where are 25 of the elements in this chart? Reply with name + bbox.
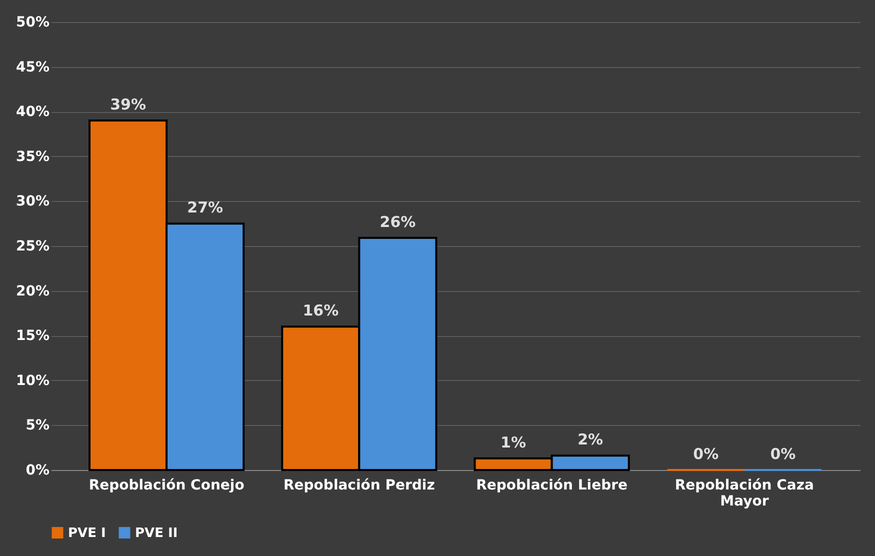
data-label: 27% — [187, 198, 224, 217]
data-label: 1% — [500, 433, 526, 452]
data-label: 0% — [770, 445, 796, 463]
y-tick-label: 0% — [26, 462, 50, 478]
y-tick-label: 40% — [16, 104, 50, 120]
y-tick-label: 25% — [16, 238, 50, 254]
x-tick-label: Repoblación Conejo — [88, 478, 245, 494]
y-tick-label: 45% — [16, 59, 50, 76]
x-tick-label: Repoblación Perdiz — [284, 478, 435, 494]
y-tick-label: 10% — [16, 372, 50, 389]
y-tick-label: 20% — [16, 283, 50, 300]
data-label: 26% — [380, 212, 416, 231]
data-label: 0% — [693, 445, 719, 463]
x-tick-label: Repoblación Liebre — [476, 478, 628, 494]
y-tick-label: 35% — [16, 148, 50, 165]
y-tick-label: 50% — [16, 14, 50, 30]
y-tick-label: 15% — [16, 328, 50, 344]
legend-label: PVE II — [135, 526, 178, 541]
y-tick-label: 5% — [26, 418, 50, 434]
data-label: 2% — [578, 430, 604, 449]
data-label: 39% — [110, 96, 146, 114]
legend-label: PVE I — [68, 526, 106, 541]
y-tick-label: 30% — [16, 194, 50, 210]
x-tick-label: Repoblación Caza Mayor — [674, 478, 814, 510]
data-label: 16% — [302, 302, 339, 320]
